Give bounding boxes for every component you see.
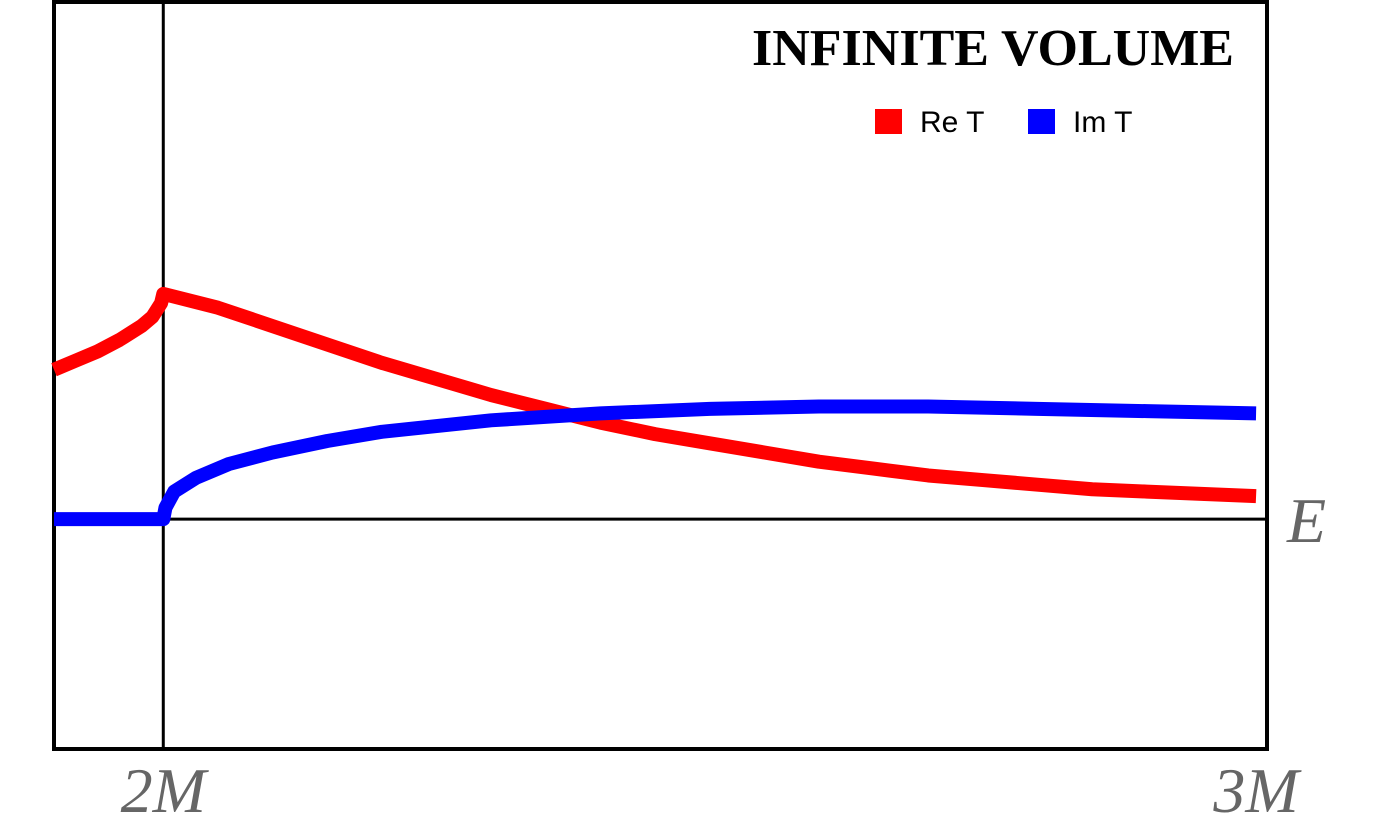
x-axis-label: E <box>1286 485 1326 556</box>
series-line-re-t <box>51 286 1257 504</box>
chart-title: INFINITE VOLUME <box>752 20 1234 77</box>
x-tick-label-2m: 2M <box>121 755 210 826</box>
legend: Re T Im T <box>875 106 1132 139</box>
tick-label-layer: 2M 3M <box>121 755 1303 826</box>
legend-swatch-re-t <box>875 109 902 134</box>
series-layer <box>51 286 1257 527</box>
plot-frame <box>52 0 1269 751</box>
legend-label-re-t: Re T <box>920 106 984 139</box>
legend-swatch-im-t <box>1028 109 1055 134</box>
series-line-im-t <box>54 399 1257 527</box>
legend-label-im-t: Im T <box>1073 106 1132 139</box>
x-tick-label-3m: 3M <box>1212 755 1302 826</box>
